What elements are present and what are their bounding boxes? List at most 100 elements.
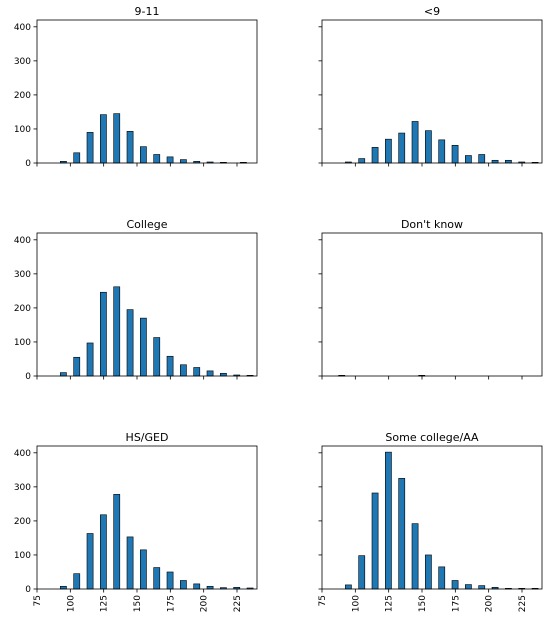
axes-frame <box>321 445 543 590</box>
x-tick-label: 75 <box>318 595 328 606</box>
x-tick-label: 125 <box>100 595 110 612</box>
histogram-bar <box>411 121 419 164</box>
histogram-bar <box>126 309 134 377</box>
histogram-bar <box>451 580 459 590</box>
histogram-bar <box>113 286 121 377</box>
histogram-bar <box>73 356 81 377</box>
histogram-bar <box>113 494 121 590</box>
histogram-bar <box>465 155 472 164</box>
histogram-bar <box>153 337 161 377</box>
subplot-0: 9-11 0 100 200 300 400 <box>14 5 258 169</box>
histogram-bar <box>60 372 67 377</box>
y-tick-label: 300 <box>14 57 31 67</box>
histogram-bar <box>345 584 352 590</box>
subplot-title: Some college/AA <box>385 431 479 444</box>
histogram-bar <box>86 533 94 590</box>
x-tick-label: 150 <box>133 595 143 612</box>
x-tick-label: 225 <box>233 595 243 612</box>
subplot-5: Some college/AA 75 100 125 150 175 200 225 <box>318 431 543 612</box>
histogram-bar <box>73 152 81 164</box>
histogram-bar <box>153 567 161 590</box>
histogram-bar <box>478 154 486 164</box>
subplot-title: College <box>126 218 167 231</box>
x-tick-label: 225 <box>518 595 528 612</box>
subplot-3: Don't know <box>318 218 543 380</box>
y-tick-label: 100 <box>14 125 31 135</box>
histogram-bar <box>180 159 187 164</box>
histogram-bar <box>166 156 174 164</box>
histogram-bar <box>86 132 94 164</box>
histogram-bar <box>126 536 134 590</box>
y-tick-label: 300 <box>14 483 31 493</box>
x-tick-label: 200 <box>485 595 495 612</box>
histogram-bar <box>371 147 379 164</box>
histogram-bar <box>505 159 512 164</box>
histogram-bar <box>478 585 486 590</box>
histogram-bar <box>371 492 379 590</box>
y-tick-label: 0 <box>25 585 31 595</box>
histogram-bar <box>398 132 406 164</box>
histogram-bar <box>166 355 174 377</box>
axes-frame <box>36 232 258 377</box>
x-tick-label: 150 <box>418 595 428 612</box>
histogram-bar <box>438 139 446 164</box>
histogram-bar <box>100 114 107 164</box>
y-tick-label: 200 <box>14 91 31 101</box>
subplot-title: 9-11 <box>135 5 160 18</box>
subplot-4: HS/GED 0 100 200 300 400 75 100 125 150 175 200 225 <box>14 431 258 612</box>
histogram-bar <box>166 571 174 590</box>
x-tick-label: 175 <box>166 595 176 612</box>
axes-frame <box>36 19 258 164</box>
y-tick-label: 200 <box>14 517 31 527</box>
histogram-bar <box>220 372 227 377</box>
histogram-bar <box>385 451 392 590</box>
histogram-bar <box>193 583 201 590</box>
x-tick-label: 75 <box>33 595 43 606</box>
subplot-1: <9 <box>318 5 543 167</box>
x-tick-label: 100 <box>351 595 361 612</box>
histogram-bar <box>86 342 94 377</box>
x-tick-label: 100 <box>66 595 76 612</box>
histogram-bar <box>100 291 107 377</box>
histogram-bar <box>206 370 214 377</box>
histogram-bar <box>193 367 201 377</box>
histogram-bar <box>140 146 147 164</box>
histogram-bar <box>180 364 187 377</box>
axes-frame <box>321 19 543 164</box>
histogram-bar <box>465 584 472 590</box>
histogram-bar <box>140 317 147 377</box>
histogram-bar <box>425 130 432 164</box>
subplot-title: <9 <box>424 5 440 18</box>
histogram-bar <box>73 573 81 590</box>
histogram-bar <box>438 566 446 590</box>
y-tick-label: 400 <box>14 236 31 246</box>
y-tick-label: 400 <box>14 23 31 33</box>
histogram-bar <box>385 138 392 164</box>
histogram-bar <box>451 145 459 164</box>
y-tick-label: 400 <box>14 449 31 459</box>
histogram-bar <box>100 514 107 590</box>
y-tick-label: 0 <box>25 372 31 382</box>
histogram-bar <box>398 478 406 590</box>
subplot-title: Don't know <box>401 218 463 231</box>
histogram-bar <box>358 555 366 590</box>
y-tick-label: 300 <box>14 270 31 280</box>
histogram-bar <box>206 585 214 590</box>
y-tick-label: 200 <box>14 304 31 314</box>
histogram-bar <box>491 159 499 164</box>
histogram-bar <box>153 154 161 164</box>
histogram-bar <box>60 585 67 590</box>
axes-frame <box>36 445 258 590</box>
histogram-bar <box>425 554 432 590</box>
histogram-bar <box>411 523 419 590</box>
y-tick-label: 0 <box>25 159 31 169</box>
histogram-bar <box>180 580 187 590</box>
subplot-2: College 0 100 200 300 400 <box>14 218 258 382</box>
x-tick-label: 175 <box>451 595 461 612</box>
histogram-bar <box>358 158 366 164</box>
histogram-bar <box>126 131 134 164</box>
y-tick-label: 100 <box>14 338 31 348</box>
x-tick-label: 200 <box>200 595 210 612</box>
histogram-bar <box>113 113 121 164</box>
